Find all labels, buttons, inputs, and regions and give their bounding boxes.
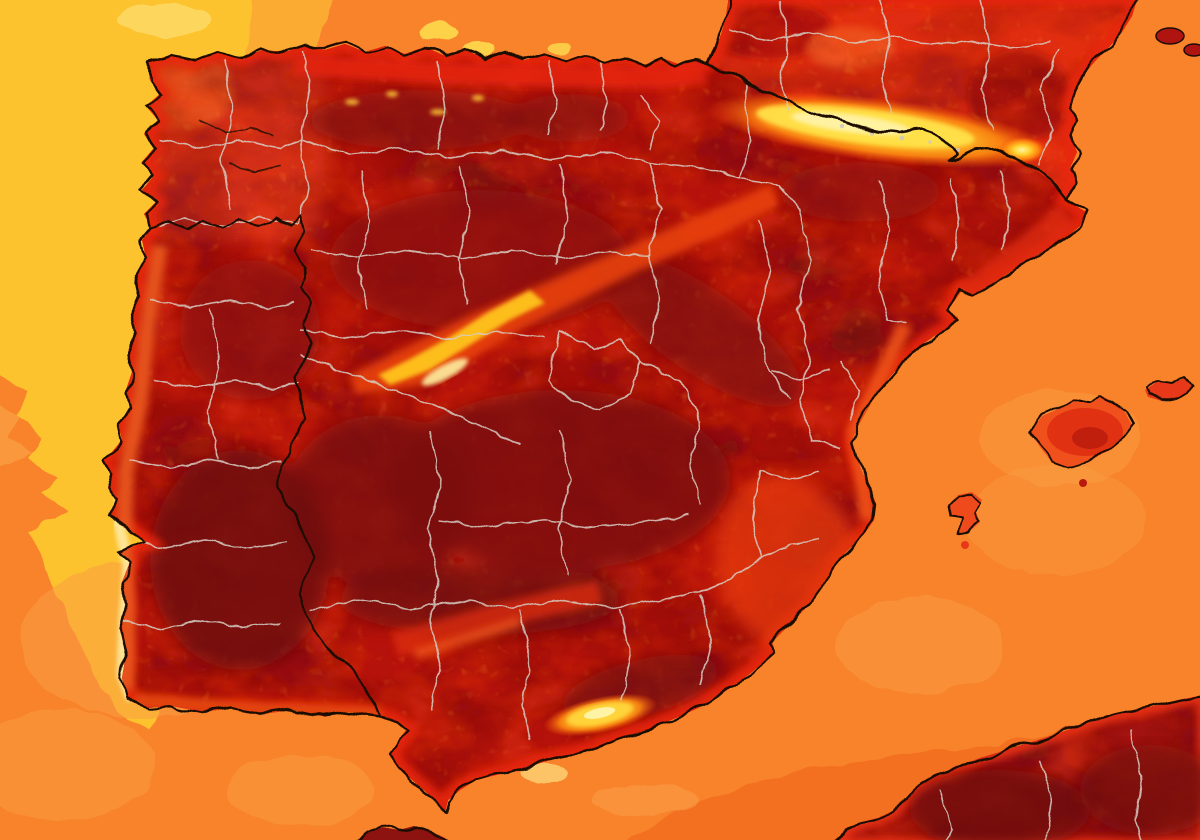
sierra-nevada-hotspot: [543, 693, 657, 737]
light-orange-blob: [0, 710, 155, 820]
balearic-islands: [948, 378, 1193, 549]
costa-brava-hotspot: [998, 137, 1046, 163]
pale-yellow-patch: [117, 4, 213, 36]
left-edge-light-finger: [0, 403, 32, 469]
biscay-yellow-fleck: [548, 42, 572, 54]
pyrenees-gray-specks: [839, 123, 961, 153]
formentera-islet: [961, 541, 969, 549]
light-orange-blob: [593, 784, 697, 816]
cabrera-islet: [1079, 479, 1087, 487]
light-orange-blob: [225, 754, 375, 826]
mallorca-dark-core: [1072, 427, 1108, 449]
biscay-yellow-fleck: [418, 24, 458, 40]
africa-province-borders: [939, 729, 1143, 840]
light-orange-blob: [965, 465, 1145, 575]
galicia-river-lines: [199, 119, 281, 173]
france-spain-border: [706, 60, 1068, 202]
alboran-pale-patch: [521, 764, 569, 782]
central-valley-hotspot: [350, 185, 780, 395]
national-borders: [100, 0, 1200, 840]
portugal-spain-border: [150, 216, 382, 716]
province-borders: [121, 0, 1061, 741]
warm-coastal-strips: [115, 54, 1077, 720]
light-orange-blob: [835, 597, 1005, 693]
gulf-of-lion-islets: [1155, 27, 1200, 57]
cantabrian-flecks: [345, 91, 484, 115]
